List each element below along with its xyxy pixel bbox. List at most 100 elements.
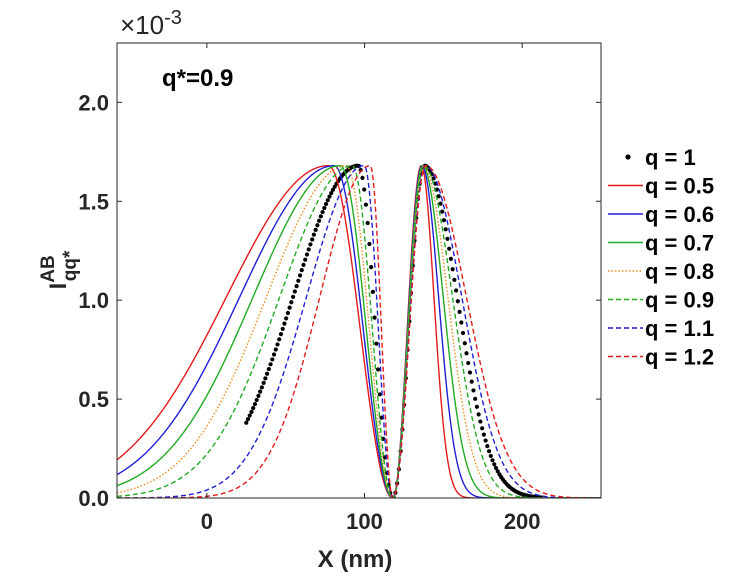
series-point <box>370 289 375 294</box>
series-point <box>474 404 480 409</box>
series-point <box>466 360 471 366</box>
series-point <box>315 223 320 228</box>
legend-item: q = 0.7 <box>608 231 714 256</box>
series-point <box>266 366 271 372</box>
series-point <box>478 419 483 424</box>
series-point <box>492 462 497 467</box>
series-point <box>297 273 303 278</box>
series-point <box>441 218 447 223</box>
series-point <box>251 405 256 411</box>
series-point <box>377 392 382 397</box>
series-point <box>360 175 365 180</box>
plot-frame <box>116 42 602 499</box>
series-point <box>325 198 330 203</box>
series-q-0.9 <box>117 164 601 498</box>
series-point <box>254 397 259 403</box>
y-exponent: ×10-3 <box>120 7 182 40</box>
series-point <box>369 265 374 270</box>
legend-label: q = 1 <box>645 145 696 170</box>
series-point <box>330 187 336 192</box>
legend-label: q = 0.9 <box>645 288 714 313</box>
series-point <box>278 332 284 337</box>
series-point <box>282 321 287 326</box>
series-point <box>443 227 448 232</box>
plot-background <box>117 43 601 498</box>
series-point <box>455 299 460 304</box>
series-point <box>259 385 264 390</box>
series-point <box>448 256 454 261</box>
series-line <box>117 164 601 498</box>
series-point <box>252 401 258 407</box>
series-point <box>480 426 485 431</box>
series-point <box>438 201 443 206</box>
series-point <box>271 352 277 357</box>
legend-item: q = 0.5 <box>608 174 714 199</box>
legend-label: q = 1.1 <box>645 316 714 341</box>
series-point <box>292 289 297 294</box>
series-point <box>367 241 372 247</box>
x-tick-label: 0 <box>201 509 213 534</box>
y-tick-label: 2.0 <box>78 90 109 115</box>
x-tick-label: 200 <box>504 509 541 534</box>
series-point <box>327 194 332 199</box>
series-point <box>284 316 289 321</box>
legend-label: q = 1.2 <box>645 345 714 370</box>
series-point <box>308 242 313 247</box>
series-point <box>495 469 500 474</box>
legend-label: q = 0.6 <box>645 202 714 227</box>
series-point <box>245 417 251 422</box>
series-q-0.6 <box>117 164 601 498</box>
series-point <box>273 347 278 352</box>
series-point <box>294 284 299 289</box>
series-point <box>275 342 280 347</box>
series-point <box>493 465 499 471</box>
legend-marker <box>625 154 631 160</box>
series-point <box>473 396 478 401</box>
series-point <box>291 294 296 299</box>
series-point <box>289 300 294 305</box>
series-q-1.2 <box>117 164 601 498</box>
x-tick-label: 100 <box>346 509 383 534</box>
series-line <box>117 164 601 498</box>
y-axis-label: IABqq* <box>38 250 81 289</box>
series-point <box>329 190 334 196</box>
series-point <box>464 351 469 356</box>
series-point <box>244 420 249 425</box>
series-point <box>320 209 325 215</box>
series-point <box>462 341 467 346</box>
series-point <box>379 415 384 420</box>
series-point <box>363 202 369 207</box>
series-point <box>447 246 452 251</box>
series-point <box>268 362 273 367</box>
legend-item: q = 0.8 <box>608 259 714 284</box>
series-point <box>318 214 323 219</box>
series-line <box>117 164 601 498</box>
series-point <box>457 309 462 315</box>
series-line <box>117 164 601 498</box>
series-point <box>303 257 308 262</box>
svg-text:IABqq*: IABqq* <box>38 250 81 289</box>
series-point <box>277 337 282 342</box>
legend-item: q = 1.2 <box>608 345 714 370</box>
y-tick-label: 0.5 <box>78 387 109 412</box>
series-point <box>306 247 311 252</box>
series-point <box>261 380 266 385</box>
series-point <box>454 288 459 293</box>
series-point <box>445 236 450 241</box>
series-point <box>452 277 457 282</box>
series-point <box>486 449 492 454</box>
series-point <box>304 252 310 257</box>
series-point <box>488 453 493 459</box>
series-point <box>263 376 268 381</box>
series-point <box>450 267 455 272</box>
series-q-1.1 <box>117 164 601 498</box>
series-point <box>299 268 304 273</box>
series-point <box>264 371 270 376</box>
legend-item: q = 1 <box>625 145 696 170</box>
series-point <box>440 209 445 214</box>
series-point <box>483 438 488 443</box>
series-point <box>481 432 486 437</box>
series-point <box>256 393 261 398</box>
series-point <box>310 237 315 242</box>
